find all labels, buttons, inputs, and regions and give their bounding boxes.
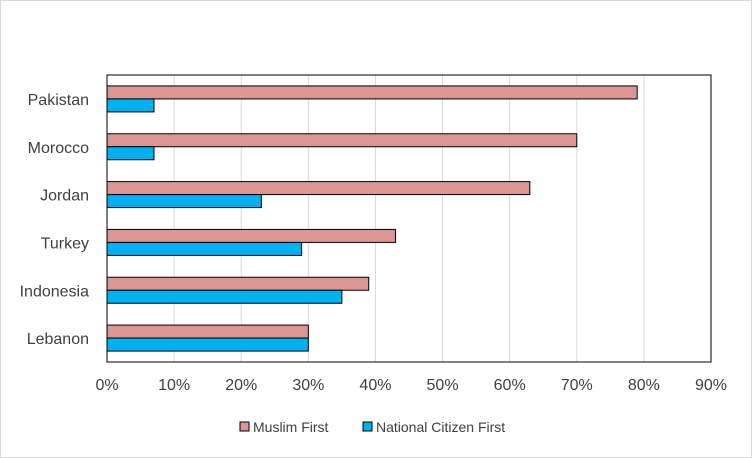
x-tick-label: 70% bbox=[561, 377, 593, 394]
bar-national-citizen-first bbox=[106, 337, 309, 352]
bar-national-citizen-first bbox=[106, 98, 155, 113]
x-tick-label: 80% bbox=[628, 377, 660, 394]
bar-national-citizen-first bbox=[106, 241, 303, 256]
x-tick-label: 60% bbox=[494, 377, 526, 394]
x-tick-label: 10% bbox=[158, 377, 190, 394]
bar-muslim-first bbox=[106, 133, 578, 148]
category-label: Lebanon bbox=[27, 331, 89, 348]
plot-border bbox=[106, 74, 712, 363]
bar-national-citizen-first bbox=[106, 146, 155, 161]
x-tick-label: 0% bbox=[95, 377, 118, 394]
category-label: Pakistan bbox=[28, 92, 89, 109]
bar-national-citizen-first bbox=[106, 194, 262, 209]
bar-national-citizen-first bbox=[106, 289, 343, 304]
x-tick-label: 90% bbox=[695, 377, 727, 394]
category-label: Morocco bbox=[28, 140, 89, 157]
category-label: Turkey bbox=[41, 235, 89, 252]
bar-muslim-first bbox=[106, 276, 370, 291]
x-tick-label: 40% bbox=[359, 377, 391, 394]
legend-swatch bbox=[362, 421, 373, 432]
bar-muslim-first bbox=[106, 85, 638, 100]
category-label: Indonesia bbox=[20, 283, 89, 300]
x-tick-label: 20% bbox=[225, 377, 257, 394]
legend-swatch bbox=[239, 421, 250, 432]
category-label: Jordan bbox=[40, 188, 89, 205]
legend-label: National Citizen First bbox=[376, 419, 505, 435]
bar-muslim-first bbox=[106, 324, 309, 339]
x-tick-label: 30% bbox=[292, 377, 324, 394]
x-tick-label: 50% bbox=[427, 377, 459, 394]
legend-label: Muslim First bbox=[253, 419, 329, 435]
bar-muslim-first bbox=[106, 228, 397, 243]
bar-muslim-first bbox=[106, 181, 531, 196]
